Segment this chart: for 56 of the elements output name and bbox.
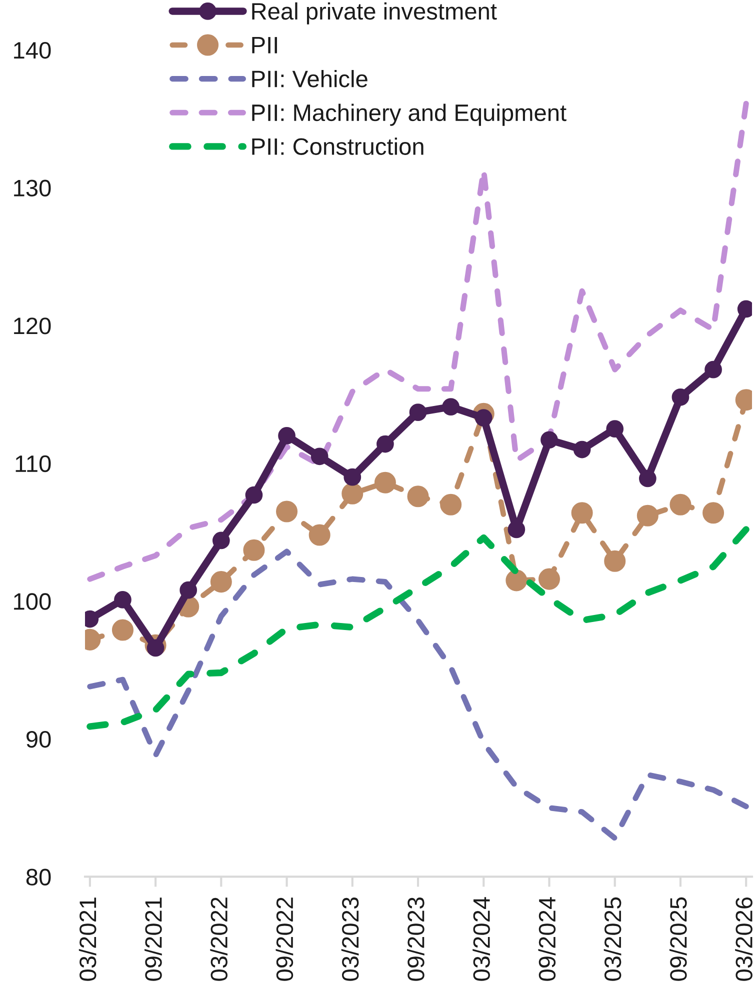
y-tick-label: 110 (16, 455, 51, 472)
y-tick-label: 100 (14, 593, 51, 610)
point (212, 532, 230, 550)
point (310, 448, 328, 466)
point (606, 420, 624, 438)
point (704, 360, 722, 378)
y-tick-label: 80 (26, 868, 51, 886)
x-tick-label: 03/2024 (472, 897, 490, 981)
point (243, 539, 265, 561)
point (407, 486, 429, 508)
legend-label: PII: Construction (252, 138, 424, 155)
point (342, 482, 364, 504)
point (344, 468, 362, 486)
point (374, 472, 396, 494)
x-tick-label: 09/2023 (407, 897, 424, 981)
x-tick-label: 09/2024 (538, 897, 556, 981)
x-tick-label: 03/2025 (604, 897, 622, 981)
point (538, 568, 560, 590)
x-tick-label: 03/2022 (210, 898, 228, 981)
point (571, 502, 593, 524)
y-tick-label: 90 (26, 730, 51, 748)
point (180, 581, 198, 599)
point (210, 571, 232, 593)
x-tick-label: 03/2021 (78, 898, 96, 981)
y-tick-label: 130 (14, 180, 51, 196)
x-tick-label: 09/2021 (144, 898, 162, 981)
point (604, 550, 626, 572)
point (440, 494, 462, 516)
legend-label: PII: Machinery and Equipment (252, 104, 566, 126)
point (245, 486, 263, 504)
point (112, 619, 134, 641)
legend-label: Real private investment (252, 2, 497, 24)
x-tick-label: 03/2023 (341, 897, 359, 981)
point (376, 435, 394, 453)
point (308, 524, 330, 546)
point (672, 388, 690, 406)
x-tick-label: 09/2022 (276, 898, 294, 981)
legend-label: PII (252, 37, 277, 54)
point (276, 500, 298, 522)
legend-label: PII: Vehicle (252, 70, 368, 88)
point (573, 440, 591, 458)
point (114, 591, 132, 608)
y-tick-label: 120 (14, 318, 51, 334)
point (540, 431, 558, 449)
point (508, 520, 526, 538)
x-tick-label: 03/2026 (735, 897, 752, 981)
y-tick-label: 140 (14, 42, 51, 59)
x-tick-label: 09/2025 (669, 897, 687, 981)
point (670, 494, 692, 516)
point (638, 470, 656, 488)
point (409, 404, 427, 421)
point (636, 504, 658, 526)
point (506, 570, 528, 592)
point (442, 398, 460, 416)
point (278, 427, 296, 444)
point (702, 502, 724, 524)
